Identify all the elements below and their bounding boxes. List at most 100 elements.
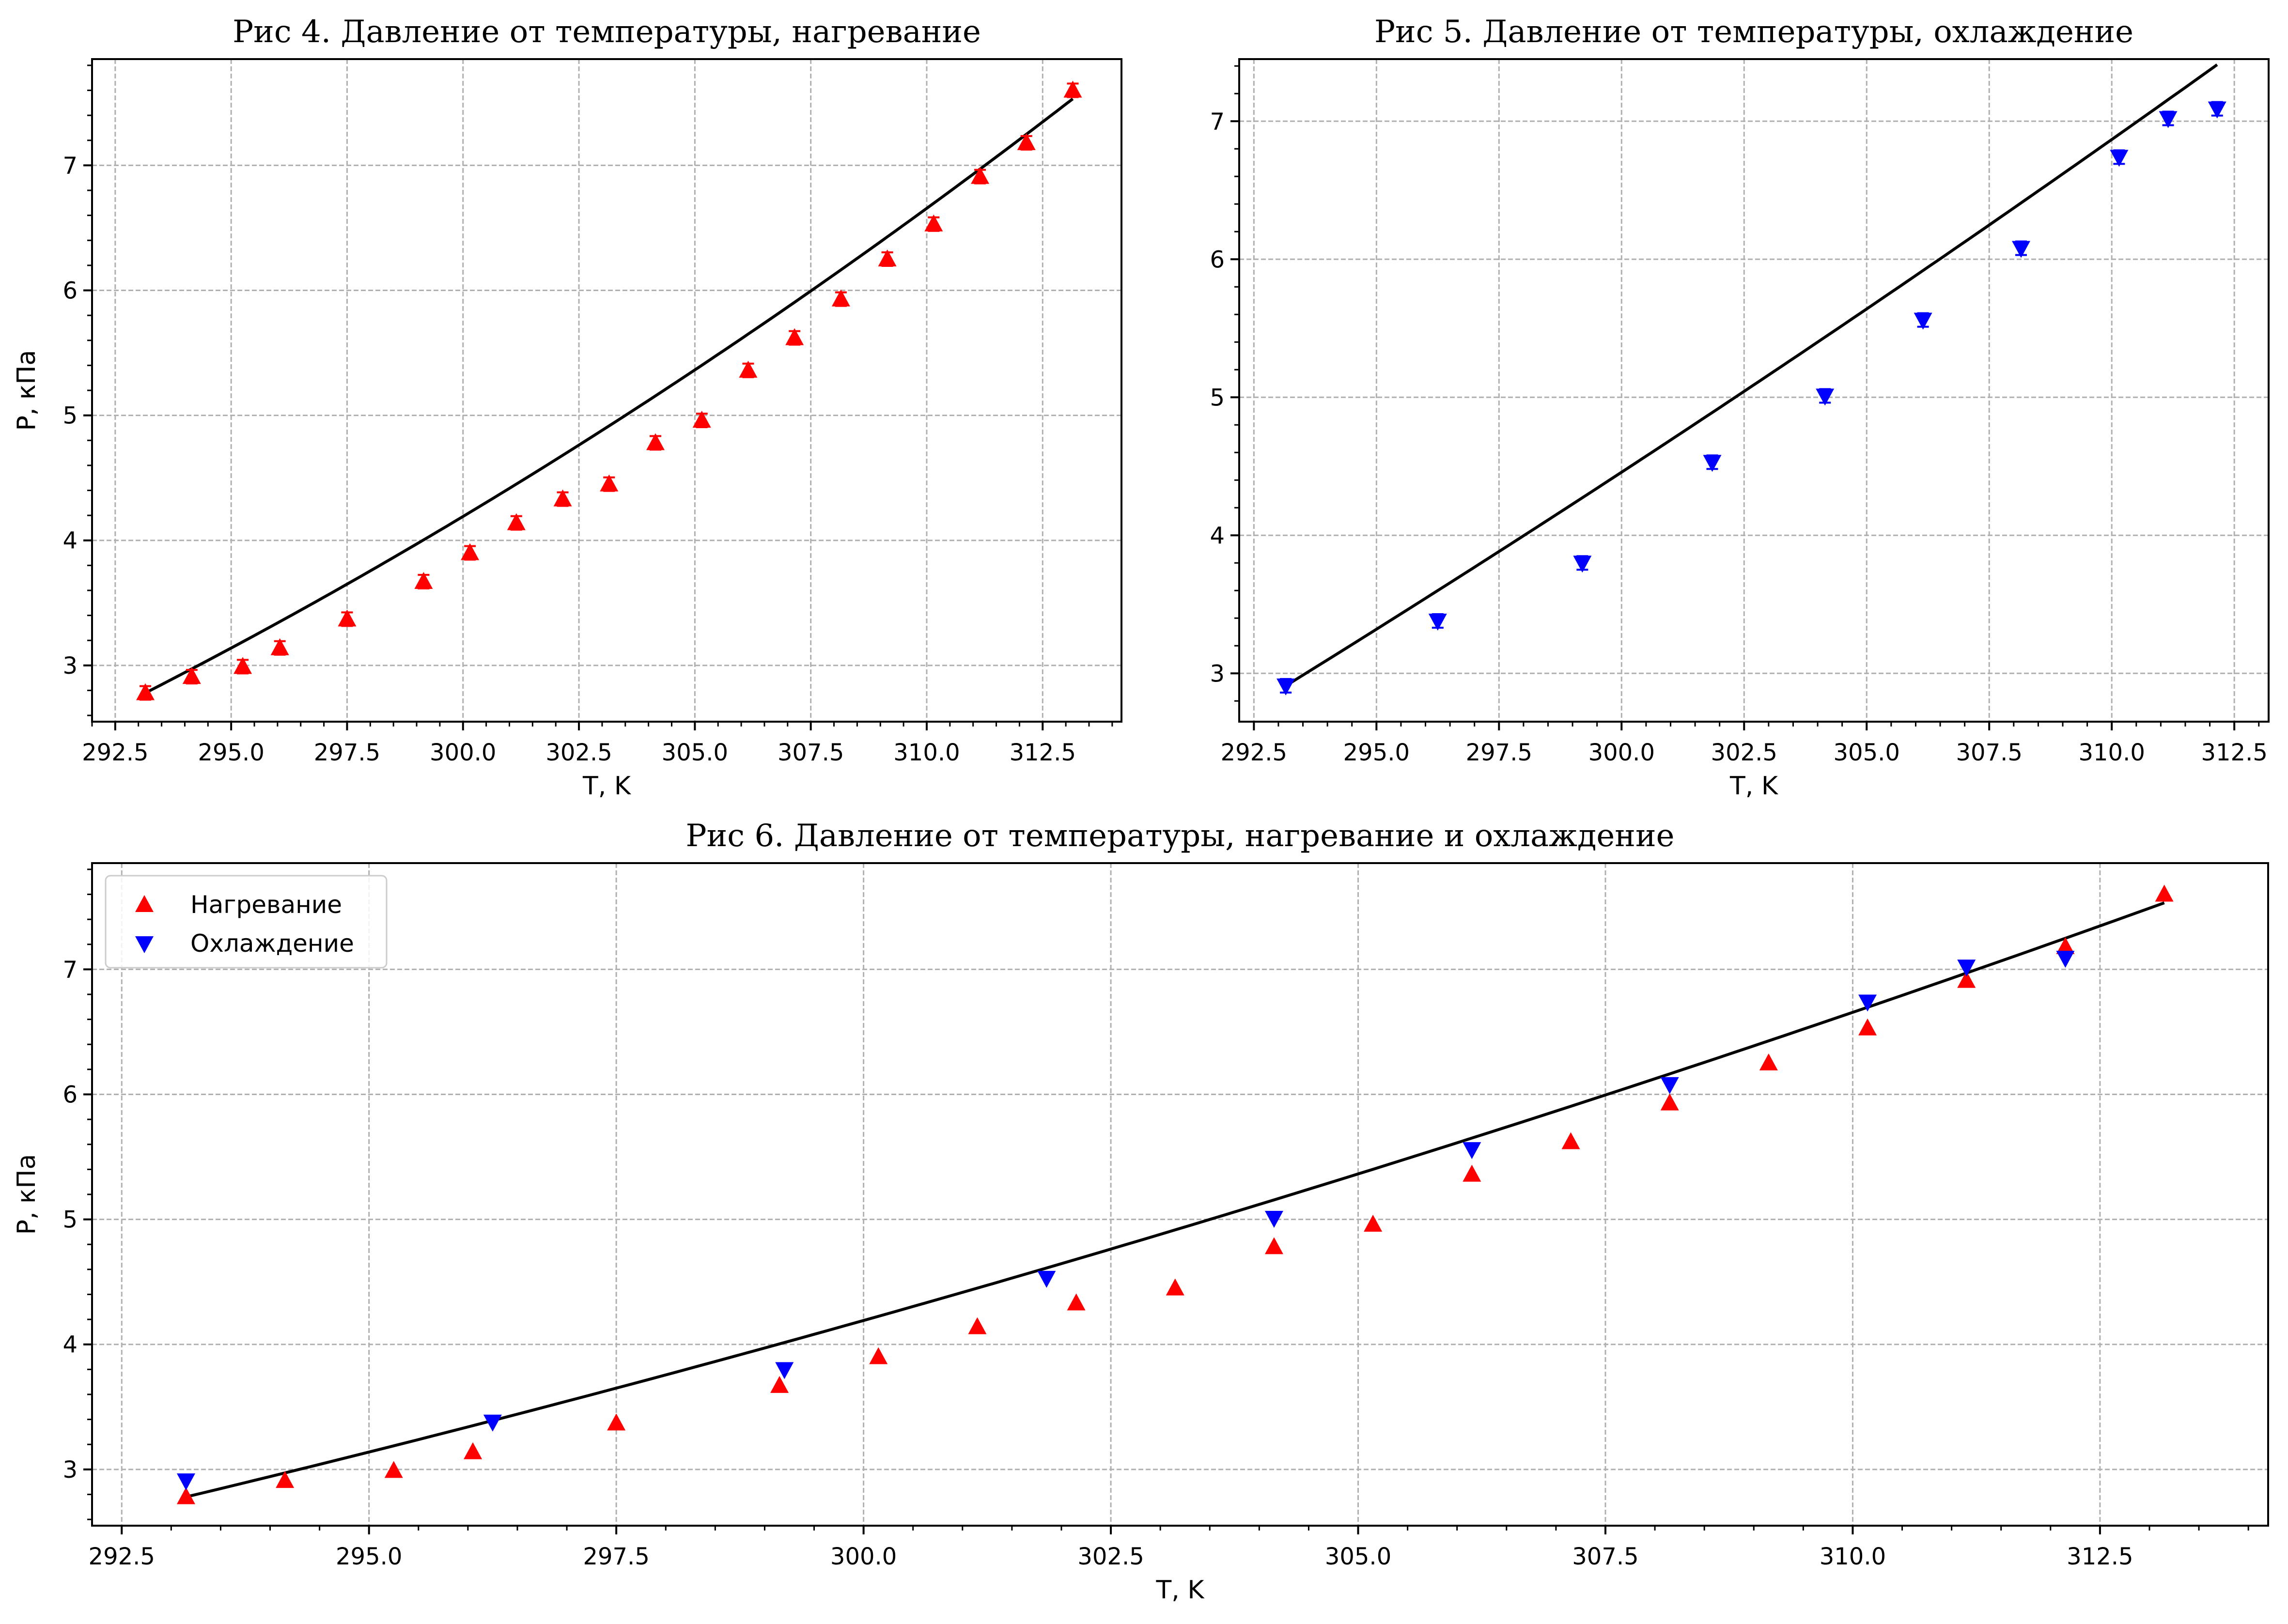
y-tick-label: 3: [62, 1456, 78, 1484]
data-point: [2208, 101, 2226, 119]
x-tick-label: 310.0: [2078, 739, 2145, 766]
data-point: [1264, 1211, 1283, 1228]
data-point: [600, 474, 619, 492]
fit-curve: [1285, 63, 2218, 687]
y-axis-label: P, кПа: [12, 350, 41, 431]
data-point: [1037, 1270, 1056, 1288]
axes-frame: [91, 58, 1122, 723]
x-axis-label: T, K: [1156, 1576, 1205, 1605]
y-axis-label: P, кПа: [12, 1154, 41, 1235]
data-point: [1573, 556, 1592, 573]
chart-fig6: 292.5 295.0 297.5 300.0 302.5 305.0 307.5 310.0…: [12, 818, 2269, 1605]
x-tick-label: 307.5: [1956, 739, 2023, 766]
data-point: [2155, 884, 2174, 902]
data-point: [1463, 1142, 1481, 1160]
y-tick-label: 7: [62, 956, 78, 983]
series-cooling: [176, 951, 2075, 1491]
legend-marker-cooling: [135, 936, 154, 953]
y-tick-label: 4: [62, 1331, 78, 1359]
x-tick-label: 300.0: [830, 1543, 897, 1570]
chart-fig4: 292.5 295.0 297.5 300.0 302.5 305.0 307.5 310.0…: [12, 14, 1122, 801]
x-tick-label: 305.0: [1834, 739, 1900, 766]
y-tick-label: 3: [62, 652, 78, 680]
x-tick-label: 310.0: [893, 739, 960, 766]
data-point: [384, 1461, 403, 1478]
y-tick-label: 7: [1210, 108, 1225, 135]
y-tick-label: 6: [62, 278, 78, 305]
series-cooling: [1276, 101, 2226, 696]
data-point: [2159, 111, 2178, 128]
x-tick-label: 312.5: [2201, 739, 2267, 766]
x-tick-label: 310.0: [1820, 1543, 1886, 1570]
data-point: [176, 1473, 195, 1491]
data-point: [2110, 150, 2129, 167]
data-point: [1063, 80, 1082, 98]
x-tick-label: 295.0: [336, 1543, 402, 1570]
grid: [1239, 59, 2269, 722]
data-point: [1957, 971, 1976, 988]
data-point: [182, 667, 201, 684]
x-tick-label: 307.5: [1572, 1543, 1638, 1570]
data-point: [878, 249, 897, 266]
data-point: [1276, 678, 1295, 696]
data-point: [646, 433, 665, 450]
data-point: [1858, 1018, 1877, 1036]
data-point: [483, 1414, 502, 1432]
data-point: [136, 683, 155, 700]
data-point: [1561, 1132, 1580, 1149]
x-tick-label: 302.5: [1711, 739, 1777, 766]
data-point: [2056, 951, 2075, 968]
chart-fig5: 292.5 295.0 297.5 300.0 302.5 305.0 307.5 310.0…: [12, 14, 2270, 801]
x-tick-label: 312.5: [1010, 739, 1076, 766]
y-tick-label: 5: [1210, 384, 1225, 411]
data-point: [1816, 388, 1835, 406]
axes-frame: [1238, 58, 2270, 723]
data-point: [1957, 959, 1976, 977]
data-point: [1364, 1214, 1383, 1232]
x-tick-label: 297.5: [1466, 739, 1532, 766]
x-tick-label: 305.0: [1325, 1543, 1391, 1570]
x-tick-label: 300.0: [430, 739, 496, 766]
series-heating: [136, 80, 1082, 701]
data-point: [1660, 1077, 1679, 1094]
y-tick-label: 6: [1210, 246, 1225, 273]
data-point: [270, 638, 289, 655]
y-tick-label: 3: [1210, 660, 1225, 687]
x-tick-label: 292.5: [1221, 739, 1287, 766]
data-point: [1858, 994, 1877, 1012]
data-point: [968, 1317, 987, 1334]
data-point: [1463, 1164, 1481, 1182]
data-point: [553, 489, 572, 507]
x-tick-label: 300.0: [1588, 739, 1655, 766]
data-point: [414, 572, 433, 589]
legend: Нагревание Охлаждение: [105, 875, 388, 969]
data-point: [831, 289, 850, 307]
chart-title: Рис 6. Давление от температуры, нагреван…: [686, 818, 1675, 854]
data-point: [739, 360, 758, 378]
data-point: [785, 328, 804, 345]
data-point: [1703, 455, 1722, 472]
x-tick-label: 292.5: [89, 1543, 155, 1570]
legend-label-heating: Нагревание: [190, 891, 342, 919]
y-tick-label: 5: [62, 402, 78, 430]
grid: [92, 863, 2268, 1526]
x-axis-label: T, K: [582, 772, 632, 801]
data-point: [607, 1413, 626, 1431]
y-tick-label: 6: [62, 1082, 78, 1109]
data-point: [1067, 1293, 1086, 1311]
y-tick-label: 5: [62, 1206, 78, 1234]
data-point: [233, 657, 252, 674]
chart-title: Рис 4. Давление от температуры, нагреван…: [233, 14, 981, 50]
legend-marker-heating: [135, 895, 154, 912]
x-tick-label: 295.0: [1343, 739, 1410, 766]
y-tick-label: 4: [1210, 522, 1225, 549]
axes-frame: [91, 862, 2269, 1527]
data-point: [1428, 613, 1447, 631]
series-heating: [176, 884, 2174, 1504]
data-point: [775, 1362, 794, 1379]
y-axis-label: P, кПа: [12, 350, 41, 431]
data-point: [507, 513, 526, 530]
x-tick-label: 312.5: [2067, 1543, 2133, 1570]
fit-curve: [144, 97, 1074, 695]
